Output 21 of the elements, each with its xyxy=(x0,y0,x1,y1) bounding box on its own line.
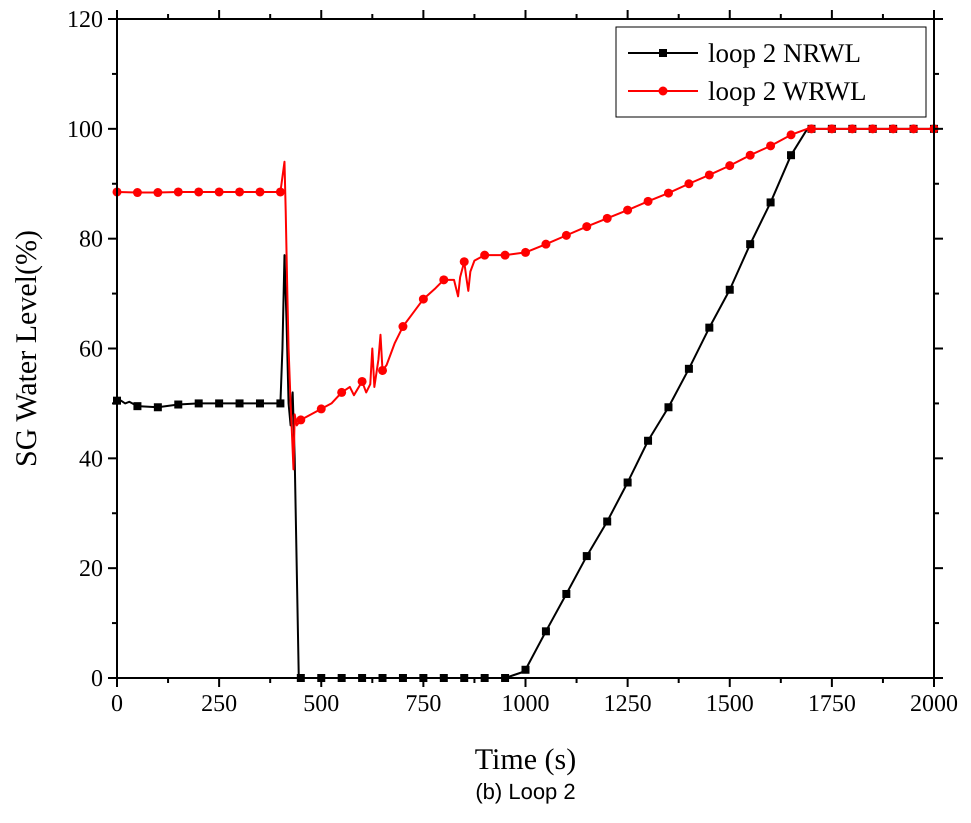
x-tick-label: 1500 xyxy=(706,691,754,717)
y-tick-label: 120 xyxy=(67,7,103,33)
x-tick-label: 2000 xyxy=(910,691,958,717)
y-tick-label: 100 xyxy=(67,116,103,143)
x-tick-label: 500 xyxy=(303,691,340,717)
legend-label: loop 2 WRWL xyxy=(708,76,866,106)
x-tick-label: 1250 xyxy=(604,691,652,717)
x-tick-label: 750 xyxy=(405,691,442,717)
y-tick-label: 40 xyxy=(79,446,103,472)
x-tick-label: 1750 xyxy=(808,691,856,717)
y-tick-label: 60 xyxy=(79,336,103,362)
x-tick-label: 0 xyxy=(111,691,123,717)
x-tick-label: 1000 xyxy=(502,691,550,717)
y-tick-label: 0 xyxy=(91,666,103,692)
y-axis-title: SG Water Level(%) xyxy=(10,230,43,467)
y-tick-label: 80 xyxy=(79,226,103,253)
x-axis-title: Time (s) xyxy=(474,743,576,776)
y-tick-label: 20 xyxy=(79,556,103,582)
text: (b) Loop 2 xyxy=(475,779,576,804)
x-tick-label: 250 xyxy=(201,691,238,717)
legend-label: loop 2 NRWL xyxy=(708,38,861,68)
